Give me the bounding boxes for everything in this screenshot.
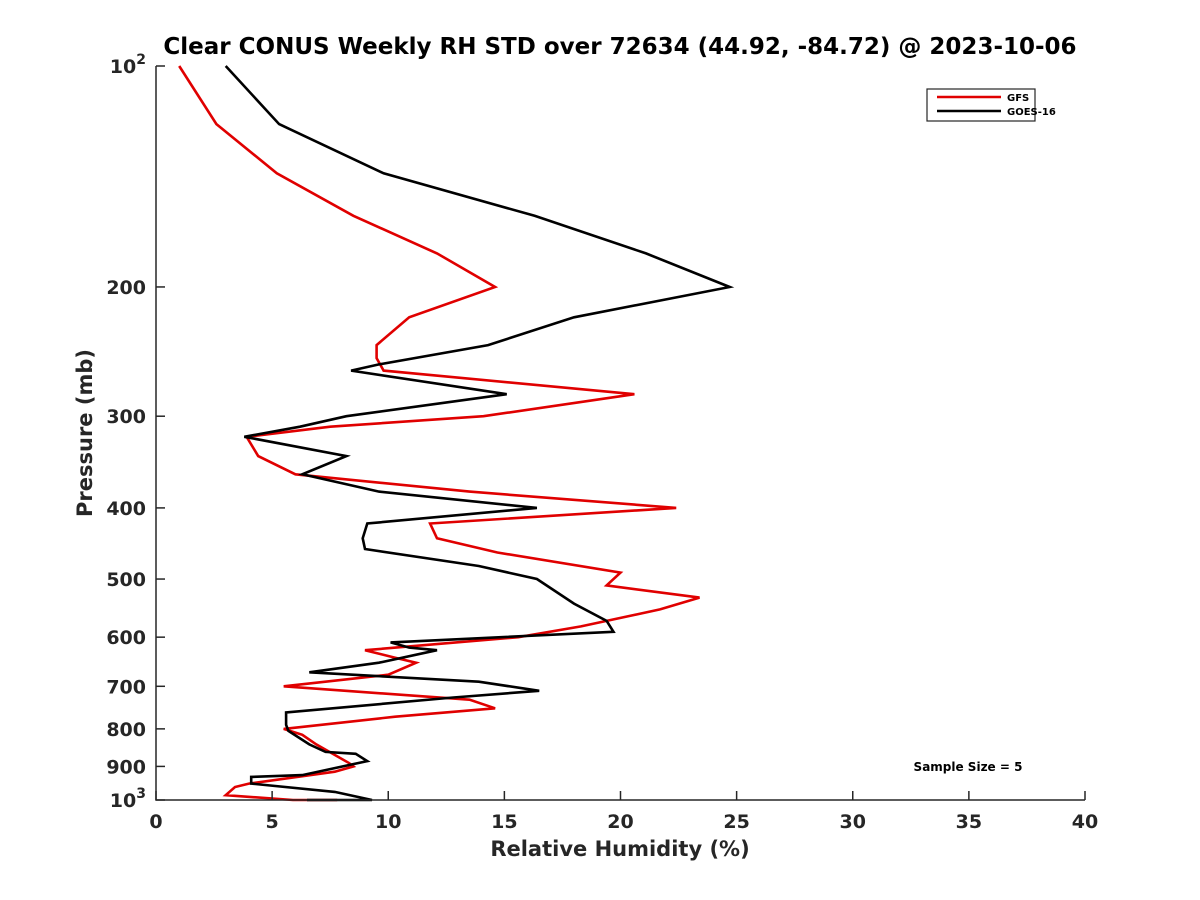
y-tick-label: 200 bbox=[106, 277, 146, 299]
x-tick-label: 35 bbox=[956, 811, 982, 833]
y-tick-label: 700 bbox=[106, 676, 146, 698]
x-tick-label: 5 bbox=[266, 811, 279, 833]
y-tick-label: 500 bbox=[106, 569, 146, 591]
y-axis-label: Pressure (mb) bbox=[73, 349, 97, 517]
x-tick-label: 15 bbox=[491, 811, 517, 833]
x-tick-label: 20 bbox=[607, 811, 633, 833]
x-tick-label: 30 bbox=[840, 811, 866, 833]
axes-frame bbox=[155, 66, 1085, 801]
x-tick-label: 10 bbox=[375, 811, 401, 833]
legend-box bbox=[926, 88, 1036, 122]
sample-size-annotation: Sample Size = 5 bbox=[914, 760, 1023, 774]
series-line-goes-16 bbox=[224, 65, 735, 802]
legend-label-goes-16: GOES-16 bbox=[1007, 107, 1056, 118]
x-tick-label: 25 bbox=[723, 811, 749, 833]
y-tick-label: 103 bbox=[110, 786, 146, 812]
x-tick-label: 40 bbox=[1072, 811, 1098, 833]
y-tick-label: 900 bbox=[106, 756, 146, 778]
plot-area: 0 5 10 15 20 25 30 35 40 102 200 300 400 500 600 700 80… bbox=[106, 52, 1098, 833]
x-axis-label: Relative Humidity (%) bbox=[490, 837, 749, 861]
x-axis-ticks: 0 5 10 15 20 25 30 35 40 bbox=[149, 791, 1098, 833]
series-layer bbox=[178, 65, 735, 802]
x-tick-label: 0 bbox=[149, 811, 162, 833]
chart-title: Clear CONUS Weekly RH STD over 72634 (44… bbox=[163, 34, 1076, 60]
y-tick-label: 800 bbox=[106, 719, 146, 741]
y-tick-label: 300 bbox=[106, 406, 146, 428]
y-axis-ticks: 102 200 300 400 500 600 700 800 900 103 bbox=[106, 52, 165, 812]
legend: GFS GOES-16 bbox=[926, 88, 1056, 122]
legend-label-gfs: GFS bbox=[1007, 93, 1029, 104]
y-tick-label: 102 bbox=[110, 52, 146, 78]
y-tick-label: 400 bbox=[106, 498, 146, 520]
series-line-gfs bbox=[178, 65, 700, 802]
y-tick-label: 600 bbox=[106, 627, 146, 649]
